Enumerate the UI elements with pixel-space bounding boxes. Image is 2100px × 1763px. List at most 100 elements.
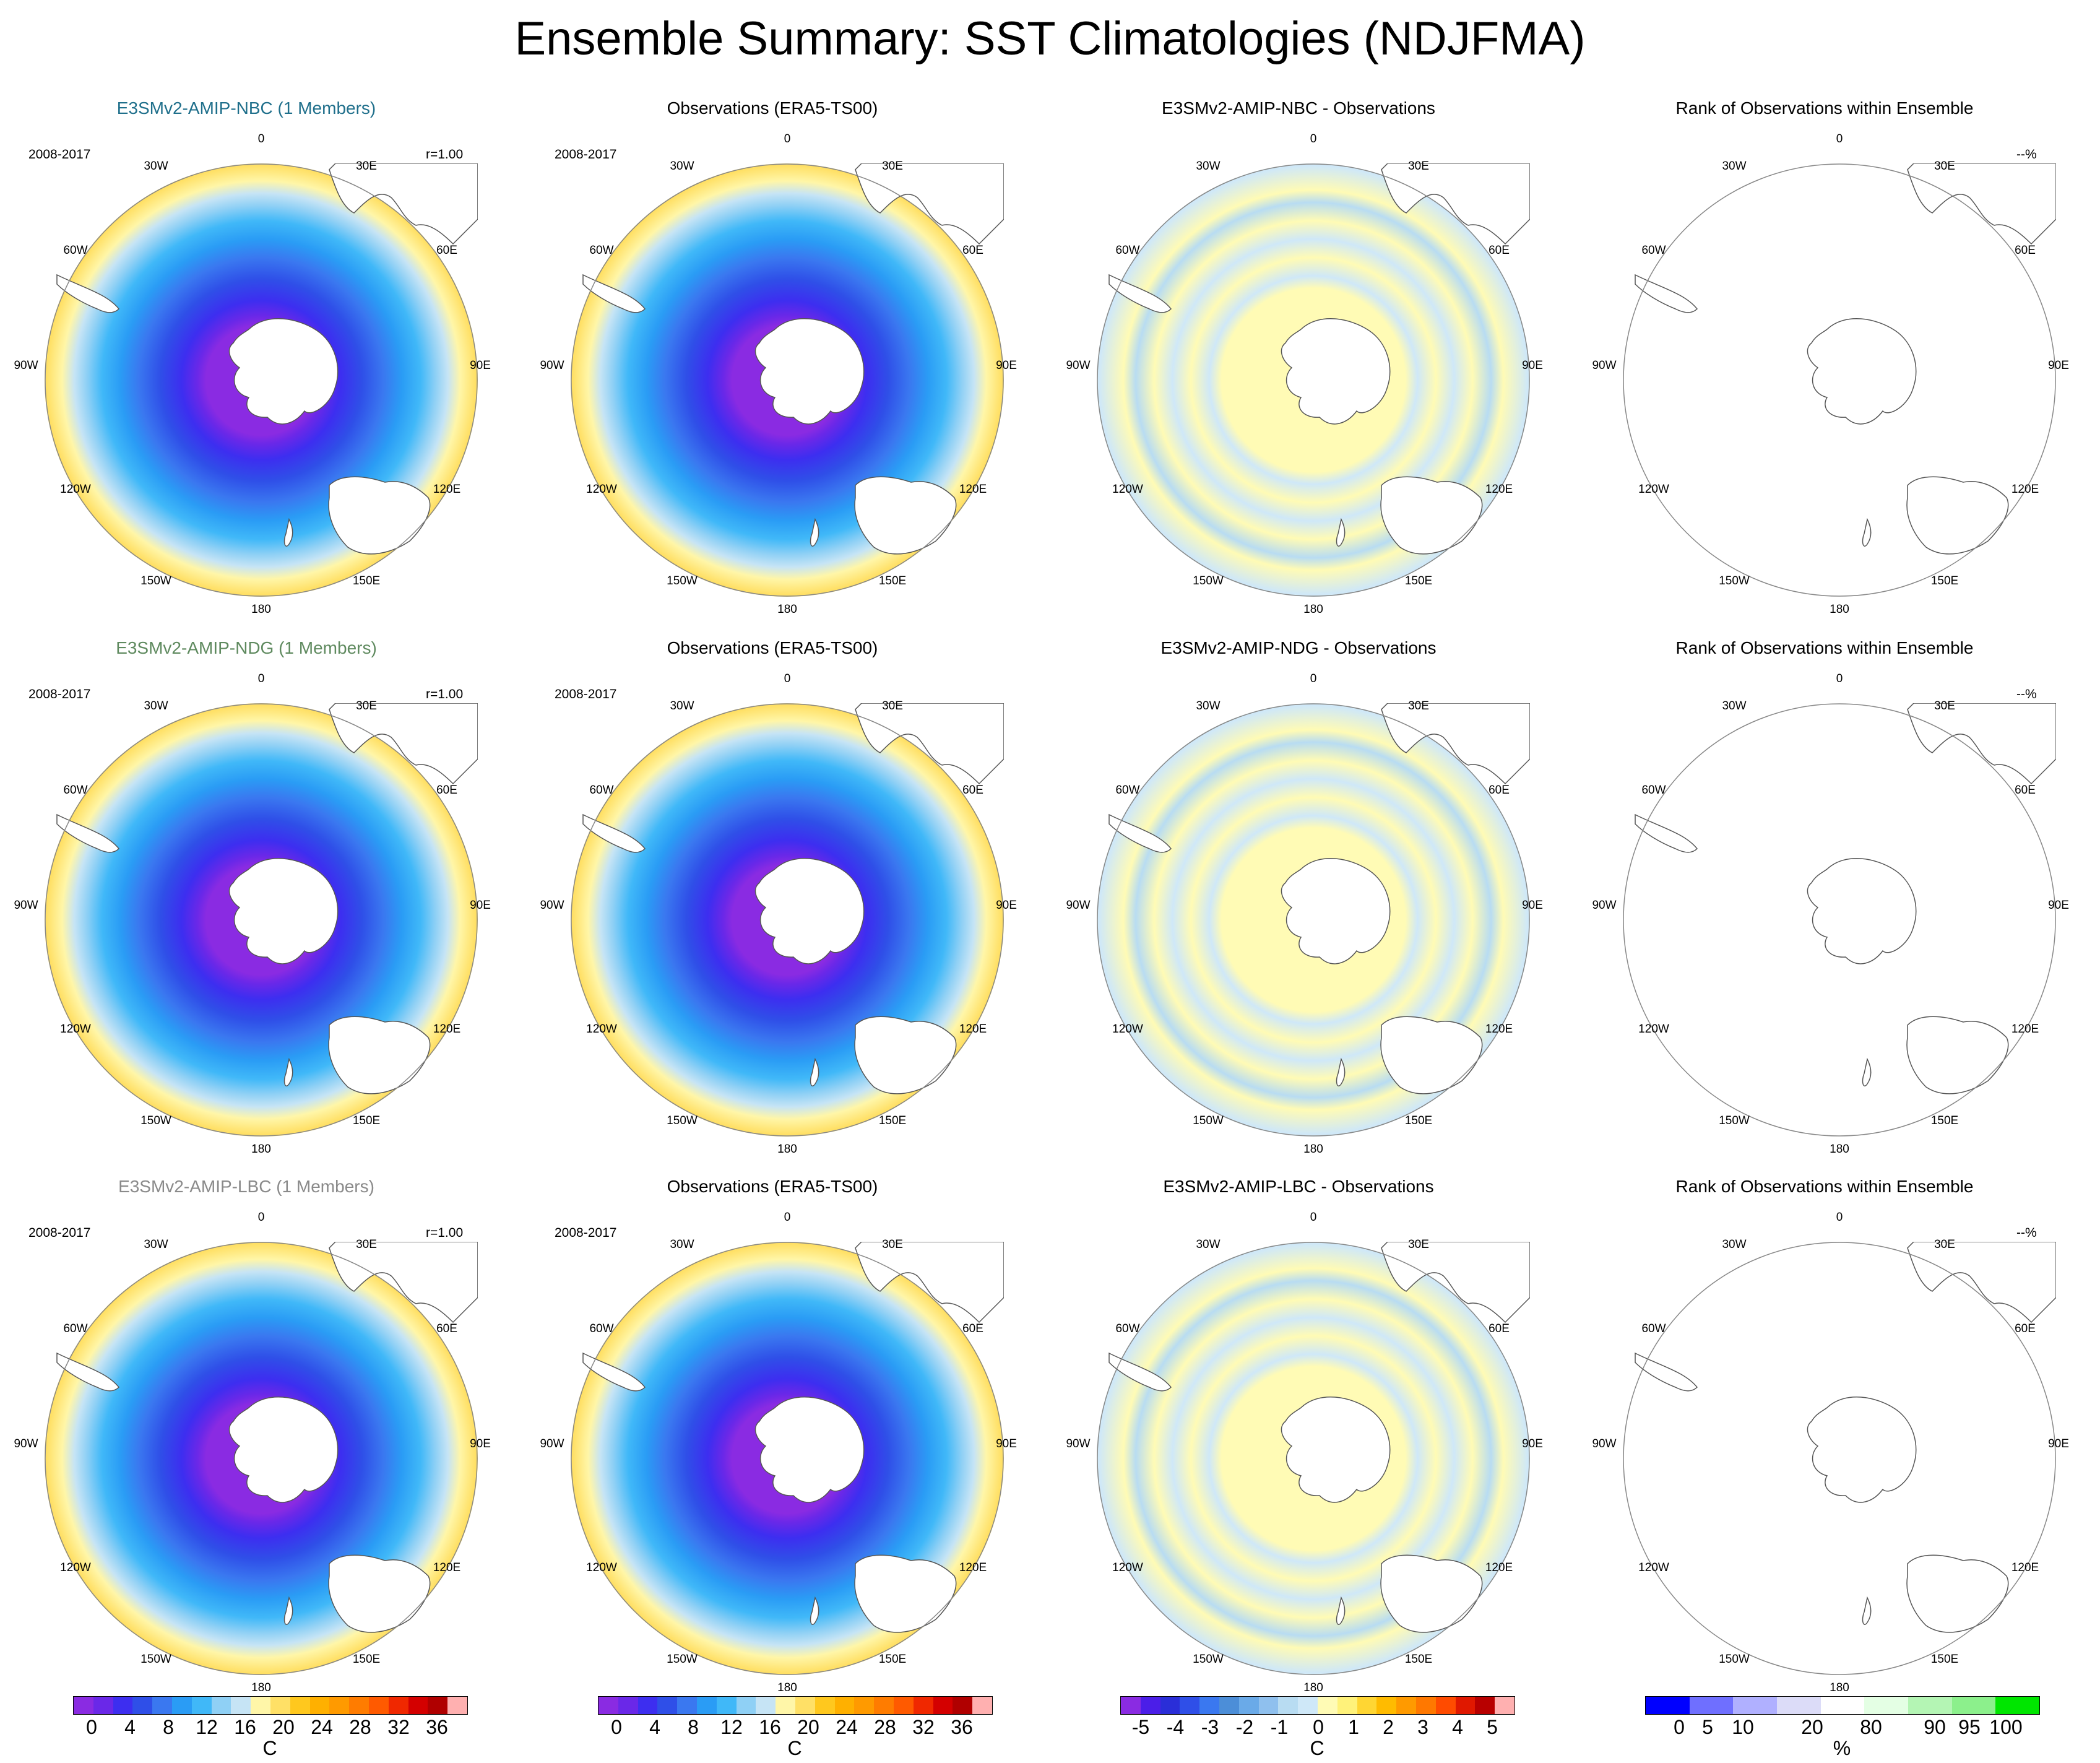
longitude-label: 150E bbox=[1930, 1653, 1959, 1666]
land-mask bbox=[1097, 163, 1530, 597]
colorbar-tick-label: 16 bbox=[234, 1716, 256, 1738]
longitude-label: 60E bbox=[962, 784, 983, 797]
south-america-outline bbox=[56, 813, 120, 853]
colorbar-tick-label: 3 bbox=[1417, 1716, 1428, 1738]
colorbar-tick-label: 4 bbox=[1452, 1716, 1463, 1738]
colorbar-swatch bbox=[270, 1697, 290, 1714]
longitude-label: 30W bbox=[144, 160, 168, 173]
new-zealand-outline bbox=[1336, 518, 1346, 547]
longitude-label: 180 bbox=[251, 1681, 271, 1694]
colorbar bbox=[1120, 1696, 1515, 1715]
colorbar-swatch bbox=[388, 1697, 408, 1714]
panel-title: Rank of Observations within Ensemble bbox=[1675, 638, 1974, 657]
south-america-outline bbox=[1108, 813, 1172, 853]
australia-outline bbox=[328, 476, 431, 555]
longitude-label: 30W bbox=[670, 1238, 694, 1251]
longitude-label: 120W bbox=[60, 483, 91, 496]
colorbar-tick-label: 0 bbox=[1313, 1716, 1324, 1738]
antarctica-outline bbox=[1281, 858, 1391, 964]
south-america-outline bbox=[1635, 1352, 1698, 1392]
rank-percent: --% bbox=[2016, 687, 2037, 701]
south-america-outline bbox=[582, 813, 646, 853]
colorbar-swatch bbox=[1455, 1697, 1476, 1714]
longitude-label: 30W bbox=[670, 700, 694, 713]
colorbar-swatch bbox=[290, 1697, 310, 1714]
longitude-label: 30E bbox=[882, 700, 903, 713]
longitude-label: 150W bbox=[667, 1114, 698, 1127]
longitude-label: 0 bbox=[1836, 1211, 1843, 1224]
longitude-label: 60W bbox=[1115, 1322, 1140, 1335]
colorbar-tick-label: 28 bbox=[349, 1716, 371, 1738]
africa-outline bbox=[1381, 1242, 1530, 1323]
colorbar-swatch bbox=[251, 1697, 270, 1714]
model-panel: E3SMv2-AMIP-NBC (1 Members) 2008-2017 r=1.… bbox=[5, 98, 490, 624]
africa-outline bbox=[1907, 703, 2056, 785]
colorbar-swatch bbox=[1995, 1697, 2039, 1714]
longitude-label: 150E bbox=[352, 574, 381, 587]
land-mask bbox=[1623, 703, 2056, 1137]
longitude-label: 90E bbox=[996, 359, 1017, 372]
map-boundary bbox=[1623, 1242, 2056, 1675]
longitude-label: 60W bbox=[1115, 784, 1140, 797]
longitude-label: 0 bbox=[1310, 1211, 1317, 1224]
longitude-label: 180 bbox=[1303, 1681, 1323, 1694]
colorbar-swatch bbox=[677, 1697, 697, 1714]
colorbar-swatch bbox=[428, 1697, 448, 1714]
colorbar-swatch bbox=[637, 1697, 658, 1714]
longitude-label: 0 bbox=[257, 672, 265, 685]
longitude-label: 30W bbox=[1722, 160, 1747, 173]
colorbar-swatch bbox=[1376, 1697, 1397, 1714]
longitude-label: 150E bbox=[352, 1653, 381, 1666]
colorbar-tick-label: 5 bbox=[1487, 1716, 1498, 1738]
longitude-label: 60W bbox=[1641, 784, 1666, 797]
longitude-label: 30E bbox=[356, 160, 377, 173]
colorbar-tick-label: 0 bbox=[86, 1716, 97, 1738]
longitude-label: 60W bbox=[63, 244, 88, 257]
rank-map bbox=[1623, 1242, 2056, 1675]
longitude-label: 120E bbox=[959, 1561, 987, 1574]
longitude-label: 90E bbox=[1522, 1437, 1543, 1450]
longitude-label: 0 bbox=[1310, 672, 1317, 685]
longitude-label: 150W bbox=[667, 574, 698, 587]
colorbar-swatch bbox=[1646, 1697, 1690, 1714]
longitude-label: 90E bbox=[996, 899, 1017, 912]
longitude-label: 150W bbox=[1719, 574, 1750, 587]
africa-outline bbox=[329, 703, 478, 785]
longitude-label: 30W bbox=[1722, 1238, 1747, 1251]
colorbar-swatch bbox=[776, 1697, 795, 1714]
longitude-label: 120E bbox=[959, 1023, 987, 1036]
australia-outline bbox=[328, 1016, 431, 1094]
new-zealand-outline bbox=[1862, 1057, 1872, 1086]
longitude-label: 60E bbox=[1489, 784, 1510, 797]
period-label: 2008-2017 bbox=[28, 147, 91, 162]
colorbar-swatch bbox=[1864, 1697, 1908, 1714]
colorbar bbox=[1645, 1696, 2040, 1715]
longitude-label: 0 bbox=[784, 672, 791, 685]
colorbar-swatch bbox=[972, 1697, 992, 1714]
colorbar-tick-label: 8 bbox=[688, 1716, 699, 1738]
longitude-label: 60W bbox=[1641, 244, 1666, 257]
longitude-label: 150W bbox=[140, 1653, 171, 1666]
longitude-label: 180 bbox=[1830, 1681, 1849, 1694]
colorbar-swatch bbox=[1435, 1697, 1456, 1714]
colorbar-swatch bbox=[1495, 1697, 1515, 1714]
longitude-label: 90W bbox=[1066, 899, 1091, 912]
south-america-outline bbox=[56, 1352, 120, 1392]
longitude-label: 180 bbox=[1303, 1143, 1323, 1156]
colorbar-tick-label: 95 bbox=[1958, 1716, 1981, 1738]
colorbar-swatch bbox=[1121, 1697, 1141, 1714]
figure-title: Ensemble Summary: SST Climatologies (NDJ… bbox=[514, 12, 1586, 65]
longitude-label: 0 bbox=[1836, 132, 1843, 145]
colorbar-tick-label: 20 bbox=[797, 1716, 819, 1738]
longitude-label: 60W bbox=[589, 1322, 614, 1335]
africa-outline bbox=[855, 1242, 1004, 1323]
model-panel: E3SMv2-AMIP-NDG (1 Members) 2008-2017 r=1.… bbox=[5, 638, 490, 1164]
colorbar-swatch bbox=[1396, 1697, 1416, 1714]
longitude-label: 120E bbox=[1485, 1023, 1513, 1036]
longitude-label: 90W bbox=[1592, 359, 1617, 372]
longitude-label: 60E bbox=[436, 244, 457, 257]
south-america-outline bbox=[582, 1352, 646, 1392]
colorbar-tick-label: 0 bbox=[1674, 1716, 1685, 1738]
colorbar-swatch bbox=[1475, 1697, 1495, 1714]
longitude-label: 150E bbox=[352, 1114, 381, 1127]
